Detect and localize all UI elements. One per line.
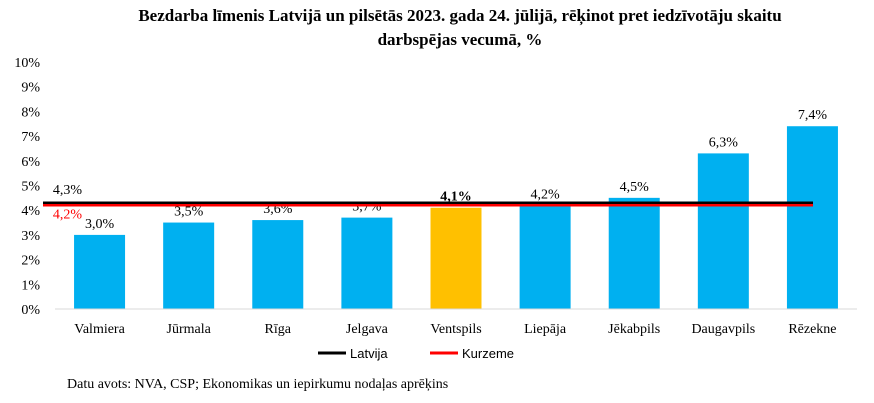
reference-line-label: 4,3% <box>53 183 83 198</box>
category-label: Jūrmala <box>167 322 212 337</box>
chart-title-line-2: darbspējas vecumā, % <box>378 30 543 49</box>
category-label: Rīga <box>265 322 292 337</box>
bar-value-label: 4,2% <box>531 187 561 202</box>
y-tick-label: 5% <box>21 180 40 195</box>
reference-line-label: 4,2% <box>53 207 83 222</box>
source-note: Datu avots: NVA, CSP; Ekonomikas un iepi… <box>67 377 448 392</box>
y-tick-label: 4% <box>21 204 40 219</box>
y-tick-label: 3% <box>21 229 40 244</box>
bar-value-labels: 3,0%3,5% 3,6% 3,7%4,1% 4,2% 4,5%6,3%7,4% <box>85 108 827 232</box>
legend-label: Latvija <box>350 346 388 361</box>
bar-value-label: 4,1% <box>440 190 472 205</box>
bar <box>786 126 838 309</box>
bar-value-label: 3,5% <box>174 205 204 220</box>
y-axis-ticks: 0% 1% 2% 3% 4% 5% 6% 7% 8% 9% 10% <box>14 56 40 318</box>
category-label: Jelgava <box>346 322 389 337</box>
bar-value-label: 4,5% <box>620 180 650 195</box>
bars <box>74 126 838 309</box>
legend: Latvija Kurzeme <box>318 346 514 361</box>
y-tick-label: 7% <box>21 130 40 145</box>
category-label: Jēkabpils <box>608 322 660 337</box>
bar <box>163 222 215 309</box>
bar <box>430 207 482 309</box>
bar-value-label: 7,4% <box>798 108 828 123</box>
bar <box>608 197 660 309</box>
chart-title-line-1: Bezdarba līmenis Latvijā un pilsētās 202… <box>138 6 781 26</box>
category-label: Liepāja <box>524 322 567 337</box>
bar <box>74 234 126 309</box>
reference-lines: 4,3% 4,2% <box>43 183 813 222</box>
category-label: Ventspils <box>430 322 481 337</box>
y-tick-label: 6% <box>21 155 40 170</box>
bar-value-label: 3,0% <box>85 217 115 232</box>
category-label: Rēzekne <box>788 322 836 337</box>
bar <box>341 217 393 309</box>
category-label: Valmiera <box>74 322 125 337</box>
y-tick-label: 10% <box>14 56 40 71</box>
bar-value-label: 6,3% <box>709 135 739 150</box>
bar <box>519 205 571 309</box>
category-labels: Valmiera Jūrmala Rīga Jelgava Ventspils Liepā… <box>74 322 836 337</box>
y-tick-label: 2% <box>21 254 40 269</box>
category-label: Daugavpils <box>691 322 755 337</box>
y-tick-label: 0% <box>21 303 40 318</box>
y-tick-label: 8% <box>21 105 40 120</box>
y-tick-label: 9% <box>21 81 40 96</box>
y-tick-label: 1% <box>21 278 40 293</box>
legend-label: Kurzeme <box>462 346 514 361</box>
bar <box>697 153 749 309</box>
bar <box>252 220 304 309</box>
